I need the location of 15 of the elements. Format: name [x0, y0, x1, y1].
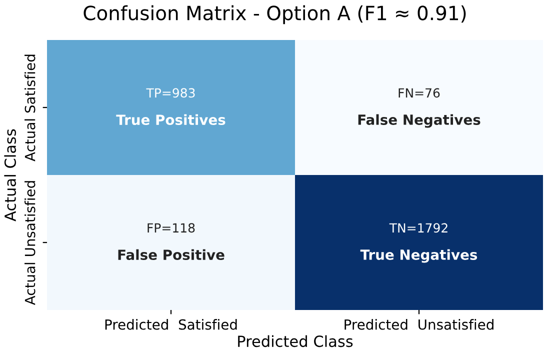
- data-label: TP=983: [146, 88, 195, 98]
- x-tick-label: Predicted Satisfied: [105, 319, 237, 330]
- annotation: False Positive: [118, 249, 224, 260]
- y-tick-label: Actual Unsatisfied: [24, 181, 36, 306]
- y-tick-label: Actual Satisfied: [24, 54, 36, 162]
- data-label: FN=76: [398, 88, 440, 98]
- y-axis-title: Actual Class: [4, 129, 16, 222]
- x-axis-title: Predicted Class: [238, 335, 353, 348]
- chart-title: Confusion Matrix - Option A (F1 ≈ 0.91): [84, 5, 466, 24]
- annotation: True Negatives: [360, 249, 478, 263]
- data-label: TN=1792: [389, 223, 448, 233]
- annotation: False Negatives: [358, 114, 480, 128]
- x-tick-label: Predicted Unsatisfied: [344, 319, 494, 330]
- data-label: FP=118: [148, 223, 195, 233]
- annotation: True Positives: [116, 114, 226, 126]
